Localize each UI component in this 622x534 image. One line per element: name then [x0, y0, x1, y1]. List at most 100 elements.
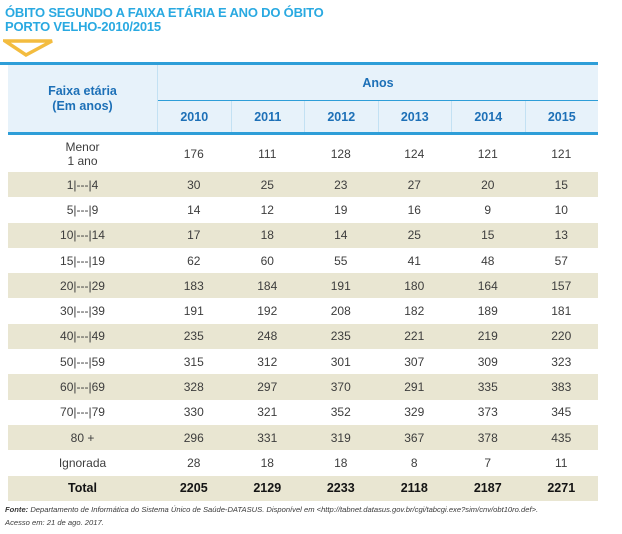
age-group-label: Ignorada: [58, 455, 107, 470]
value-cell: 383: [551, 380, 572, 395]
table-header: Faixa etária (Em anos) Anos 2010 2011 2012…: [8, 65, 598, 135]
value-cell: 221: [404, 329, 425, 344]
value-cell: 370: [330, 380, 351, 395]
value-cell: 307: [404, 354, 425, 369]
table-row: 40|---|49 235 248 235 221 219 220: [8, 323, 598, 350]
value-cell: 2187: [473, 481, 502, 496]
value-cell: 2271: [547, 481, 576, 496]
age-group-label: 20|---|29: [60, 278, 105, 293]
age-group-label: 15|---|19: [60, 253, 105, 268]
value-cell: 297: [257, 380, 278, 395]
value-cell: 301: [330, 354, 351, 369]
value-cell: 335: [477, 380, 498, 395]
age-group-label: 40|---|49: [60, 329, 105, 344]
row-group-header-line-1: Faixa etária: [48, 83, 117, 98]
value-cell: 15: [481, 228, 495, 243]
value-cell: 319: [330, 430, 351, 445]
value-cell: 23: [334, 177, 348, 192]
value-cell: 14: [334, 228, 348, 243]
value-cell: 25: [260, 177, 274, 192]
year-column-header: 2010: [180, 109, 209, 124]
source-label: Fonte:: [5, 505, 29, 514]
value-cell: 12: [260, 202, 274, 217]
value-cell: 330: [183, 405, 204, 420]
value-cell: 435: [551, 430, 572, 445]
age-group-label: 50|---|59: [60, 354, 105, 369]
value-cell: 321: [257, 405, 278, 420]
value-cell: 111: [258, 146, 277, 161]
age-group-label: 10|---|14: [60, 228, 105, 243]
table-row: 30|---|39 191 192 208 182 189 181: [8, 298, 598, 324]
value-cell: 329: [404, 405, 425, 420]
value-cell: 208: [330, 304, 351, 319]
table-row: 70|---|79 330 321 352 329 373 345: [8, 399, 598, 425]
value-cell: 19: [334, 202, 348, 217]
year-column-header: 2011: [230, 101, 305, 132]
table-row: 15|---|19 62 60 55 41 48 57: [8, 247, 598, 274]
value-cell: 62: [187, 253, 201, 268]
row-group-header: Faixa etária (Em anos): [8, 65, 157, 132]
value-cell: 192: [257, 304, 278, 319]
value-cell: 180: [404, 278, 425, 293]
triangle-down-icon: [3, 39, 53, 58]
value-cell: 312: [257, 354, 278, 369]
table-row: Total 2205 2129 2233 2118 2187 2271: [8, 475, 598, 501]
value-cell: 30: [187, 177, 201, 192]
value-cell: 164: [477, 278, 498, 293]
value-cell: 2129: [253, 481, 282, 496]
value-cell: 27: [407, 177, 421, 192]
access-date: Acesso em: 21 de ago. 2017.: [5, 518, 104, 527]
value-cell: 128: [330, 146, 351, 161]
value-cell: 220: [551, 329, 572, 344]
table-row: Menor 1 ano 176 111 128 124 121 121: [8, 135, 598, 172]
row-group-header-line-2: (Em anos): [52, 98, 113, 113]
source-text: Departamento de Informática do Sistema Ú…: [30, 505, 539, 514]
value-cell: 7: [484, 455, 492, 470]
value-cell: 57: [554, 253, 568, 268]
value-cell: 235: [330, 329, 351, 344]
table-row: 5|---|9 14 12 19 16 9 10: [8, 197, 598, 223]
value-cell: 323: [551, 354, 572, 369]
age-group-label: 80 +: [70, 430, 95, 445]
page-title: ÓBITO SEGUNDO A FAIXA ETÁRIA E ANO DO ÓB…: [5, 6, 324, 34]
year-header-row: 2010 2011 2012 2013 2014 2015: [158, 101, 598, 132]
age-group-label: 70|---|79: [60, 405, 105, 420]
value-cell: 2118: [400, 481, 428, 496]
value-cell: 191: [183, 304, 204, 319]
value-cell: 309: [477, 354, 498, 369]
value-cell: 235: [183, 329, 204, 344]
table-row: 50|---|59 315 312 301 307 309 323: [8, 349, 598, 375]
title-line-1: ÓBITO SEGUNDO A FAIXA ETÁRIA E ANO DO ÓB…: [5, 5, 324, 20]
year-column-header: 2012: [304, 101, 378, 132]
value-cell: 18: [260, 228, 274, 243]
years-group-header: Anos: [158, 65, 598, 101]
value-cell: 2233: [326, 481, 355, 496]
year-column-header: 2014: [451, 101, 525, 132]
value-cell: 41: [407, 253, 421, 268]
value-cell: 28: [187, 455, 201, 470]
year-column-header: 2013: [377, 101, 452, 132]
value-cell: 296: [183, 430, 204, 445]
source-line: Fonte: Departamento de Informática do Si…: [5, 503, 617, 516]
value-cell: 20: [481, 177, 495, 192]
value-cell: 182: [404, 304, 425, 319]
value-cell: 157: [551, 278, 572, 293]
years-section: Anos 2010 2011 2012 2013 2014 2015: [157, 65, 598, 132]
age-group-label: 60|---|69: [60, 380, 105, 395]
value-cell: 60: [260, 253, 274, 268]
value-cell: 124: [404, 146, 425, 161]
value-cell: 367: [404, 430, 425, 445]
value-cell: 121: [551, 146, 572, 161]
table-row: 80 + 296 331 319 367 378 435: [8, 424, 598, 451]
table-row: 60|---|69 328 297 370 291 335 383: [8, 374, 598, 400]
value-cell: 378: [477, 430, 498, 445]
age-group-label: Total: [68, 481, 97, 496]
age-group-label: 5|---|9: [66, 202, 99, 217]
value-cell: 315: [183, 354, 204, 369]
value-cell: 15: [554, 177, 568, 192]
value-cell: 181: [551, 304, 572, 319]
value-cell: 219: [477, 329, 498, 344]
age-group-label: 30|---|39: [60, 304, 105, 319]
value-cell: 11: [555, 455, 568, 470]
